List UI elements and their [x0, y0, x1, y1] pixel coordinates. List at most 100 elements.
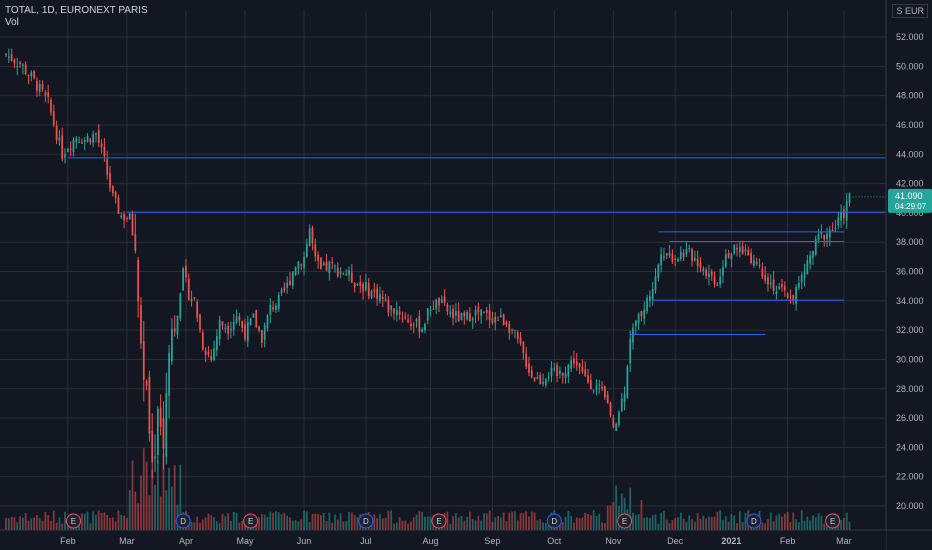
candle-body	[443, 296, 446, 303]
horizontal-levels	[67, 157, 886, 336]
candle-body	[345, 274, 348, 276]
candle-body	[97, 130, 100, 144]
volume-bar	[44, 511, 47, 530]
volume-bar	[398, 517, 401, 530]
volume-bar	[533, 512, 536, 530]
volume-bar	[679, 512, 682, 530]
candle-body	[761, 268, 764, 277]
candle-body	[320, 257, 322, 269]
candle-body	[199, 314, 201, 330]
volume-bar	[764, 523, 767, 530]
candle-body	[81, 142, 83, 144]
earnings-event-icon	[65, 513, 81, 529]
candle-body	[230, 328, 232, 331]
volume-bar	[682, 518, 685, 530]
candle-body	[733, 244, 736, 254]
volume-bar	[289, 517, 291, 530]
volume-bar	[806, 516, 809, 530]
candle-body	[775, 291, 778, 295]
candle-body	[246, 322, 249, 342]
dividend-event-icon	[546, 513, 562, 529]
candle-body	[176, 315, 179, 335]
candle-body	[663, 256, 665, 258]
price-tick-label: 50.000	[896, 61, 924, 71]
candle-body	[696, 258, 699, 267]
volume-bar	[761, 522, 764, 530]
volume-bar	[390, 510, 393, 530]
volume-bar	[210, 515, 213, 530]
volume-bar	[812, 515, 814, 530]
volume-bar	[629, 487, 632, 530]
price-tick-label: 34.000	[896, 296, 924, 306]
time-tick-label: Feb	[60, 536, 76, 546]
candle-body	[491, 318, 494, 323]
candle-body	[812, 251, 814, 258]
candle-body	[727, 253, 730, 258]
candle-body	[511, 329, 513, 331]
candle-body	[325, 262, 328, 271]
candle-body	[494, 316, 497, 323]
candle-body	[747, 249, 750, 256]
candle-body	[440, 299, 443, 303]
candle-body	[111, 185, 114, 194]
candle-body	[764, 274, 767, 281]
volume-bar	[677, 517, 679, 530]
candle-body	[651, 289, 654, 300]
candle-body	[601, 386, 603, 389]
volume-bar	[584, 512, 587, 530]
currency-selector[interactable]: S EUR	[892, 4, 928, 18]
candle-body	[817, 234, 820, 240]
volume-bar	[379, 514, 381, 530]
volume-bar	[199, 522, 201, 530]
price-tick-label: 44.000	[896, 149, 924, 159]
volume-bar	[632, 512, 634, 530]
candle-body	[722, 266, 724, 276]
volume-bar	[27, 520, 30, 530]
volume-bar	[696, 513, 699, 530]
candle-body	[227, 326, 229, 334]
volume-bar	[196, 516, 199, 530]
candle-body	[30, 72, 33, 77]
candle-body	[387, 299, 390, 313]
volume-bar	[466, 516, 468, 530]
volume-bar	[272, 512, 274, 530]
volume-bar	[719, 510, 722, 530]
candle-body	[294, 267, 297, 275]
volume-bar	[561, 522, 564, 530]
volume-bar	[97, 510, 100, 530]
candle-body	[547, 376, 550, 378]
candle-body	[350, 272, 353, 283]
candle-body	[677, 259, 679, 262]
volume-bar	[230, 520, 232, 530]
volume-bar	[516, 520, 519, 530]
candle-body	[255, 309, 258, 328]
candle-body	[348, 270, 350, 276]
candle-body	[379, 294, 381, 302]
candle-body	[221, 321, 224, 326]
volume-bar	[156, 460, 159, 530]
candle-body	[258, 326, 260, 331]
candle-body	[570, 360, 573, 369]
time-tick-label: Feb	[780, 536, 796, 546]
volume-bar	[286, 515, 289, 530]
candle-body	[702, 268, 705, 271]
candle-body	[814, 238, 817, 255]
time-axis-bg	[0, 530, 886, 550]
volume-bar	[235, 512, 238, 530]
volume-bar	[16, 522, 19, 530]
volume-bar	[426, 516, 429, 530]
volume-bar	[308, 522, 311, 530]
candle-body	[404, 317, 407, 319]
candle-body	[544, 379, 547, 385]
volume-bar	[395, 522, 398, 530]
candle-body	[171, 328, 173, 362]
volume-bar	[499, 517, 502, 530]
candle-body	[154, 456, 156, 459]
candle-body	[693, 258, 696, 261]
candle-body	[626, 366, 629, 398]
candle-body	[649, 296, 651, 301]
earnings-event-icon	[825, 513, 841, 529]
candle-body	[657, 264, 660, 278]
time-axis: Feb Mar Apr May Jun Jul Aug Sep Oct Nov Dec 2021 Feb…	[0, 529, 932, 550]
